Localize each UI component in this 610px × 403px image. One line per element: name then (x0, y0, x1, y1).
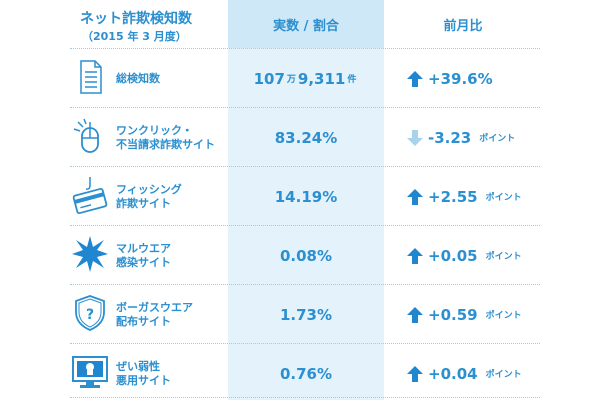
row-value: 1.73% (228, 285, 384, 344)
row-change: +0.04 ポイント (406, 344, 522, 403)
row-label-line2: 感染サイト (116, 255, 171, 269)
vulnerable-monitor-icon (72, 356, 108, 388)
value-main: 1.73% (279, 305, 333, 324)
value-unit-man: 万 (286, 75, 296, 85)
change-value: -3.23 (428, 128, 472, 147)
value-main: 0.08% (279, 246, 333, 265)
value-main: 0.76% (279, 364, 333, 383)
row-label: ぜい弱性 悪用サイト (116, 344, 171, 403)
row-label-line1: マルウエア (116, 241, 171, 255)
arrow-up-icon (407, 306, 423, 323)
malware-burst-icon (72, 236, 108, 272)
row-label: ボーガスウエア 配布サイト (116, 285, 193, 344)
row-label-line1: ボーガスウエア (116, 300, 193, 314)
header-change-column: 前月比 (443, 18, 483, 34)
change-unit: ポイント (485, 311, 522, 321)
row-label-line1: ぜい弱性 (116, 359, 160, 373)
row-label-line1: フィッシング (116, 182, 182, 196)
table-subtitle: （2015 年 3 月度） (82, 30, 187, 43)
row-label-line1: ワンクリック・ (116, 123, 193, 137)
row-label-line2: 配布サイト (116, 314, 171, 328)
row-label: マルウエア 感染サイト (116, 226, 171, 285)
change-value: +2.55 (428, 187, 478, 206)
table-bottom-border (70, 397, 540, 398)
mouse-click-icon (73, 118, 99, 153)
change-unit: ポイント (485, 193, 522, 203)
value-main: 14.19% (274, 187, 338, 206)
change-value: +39.6% (428, 69, 493, 88)
value-main: 83.24% (274, 128, 338, 147)
row-label: フィッシング 詐欺サイト (116, 167, 182, 226)
row-label-line2: 詐欺サイト (116, 196, 171, 210)
row-change: +2.55 ポイント (406, 167, 522, 226)
row-change: +39.6% (406, 49, 501, 108)
row-value: 83.24% (228, 108, 384, 167)
header-value-column: 実数 / 割合 (228, 0, 384, 48)
change-unit: ポイント (479, 134, 516, 144)
change-unit: ポイント (485, 252, 522, 262)
change-value: +0.59 (428, 305, 478, 324)
svg-text:?: ? (86, 307, 94, 323)
arrow-up-icon (407, 365, 423, 382)
row-value: 107 万 9,311 件 (228, 49, 384, 108)
table-row: フィッシング 詐欺サイト 14.19% +2.55 ポイント (70, 166, 540, 226)
shield-question-icon: ? (75, 295, 105, 331)
table-title: ネット詐欺検知数 (80, 11, 192, 27)
row-label: ワンクリック・ 不当請求詐欺サイト (116, 108, 215, 167)
row-label-line2: 不当請求詐欺サイト (116, 137, 215, 151)
row-change: -3.23 ポイント (406, 108, 515, 167)
row-label-line1: 総検知数 (116, 71, 160, 85)
value-column-background (228, 0, 384, 400)
arrow-up-icon (407, 188, 423, 205)
change-value: +0.04 (428, 364, 478, 383)
document-icon (80, 60, 102, 94)
table-row: マルウエア 感染サイト 0.08% +0.05 ポイント (70, 225, 540, 285)
value-rest: 9,311 (297, 69, 346, 88)
row-change: +0.59 ポイント (406, 285, 522, 344)
column-divider (385, 0, 387, 400)
arrow-down-icon (407, 129, 423, 146)
change-value: +0.05 (428, 246, 478, 265)
change-unit: ポイント (485, 370, 522, 380)
value-main: 107 (253, 69, 285, 88)
table-header: ネット詐欺検知数 （2015 年 3 月度） 実数 / 割合 前月比 (0, 0, 610, 48)
row-value: 0.08% (228, 226, 384, 285)
row-change: +0.05 ポイント (406, 226, 522, 285)
value-unit-ken: 件 (347, 75, 357, 85)
row-label-line2: 悪用サイト (116, 373, 171, 387)
arrow-up-icon (407, 70, 423, 87)
table-row: ワンクリック・ 不当請求詐欺サイト 83.24% -3.23 ポイント (70, 107, 540, 167)
table-row: ? ボーガスウエア 配布サイト 1.73% +0.59 ポイント (70, 284, 540, 344)
table-row: 総検知数 107 万 9,311 件 +39.6% (70, 48, 540, 108)
phishing-card-icon (72, 177, 108, 215)
arrow-up-icon (407, 247, 423, 264)
table-row: ぜい弱性 悪用サイト 0.76% +0.04 ポイント (70, 343, 540, 403)
row-value: 14.19% (228, 167, 384, 226)
row-value: 0.76% (228, 344, 384, 403)
row-label: 総検知数 (116, 49, 160, 108)
